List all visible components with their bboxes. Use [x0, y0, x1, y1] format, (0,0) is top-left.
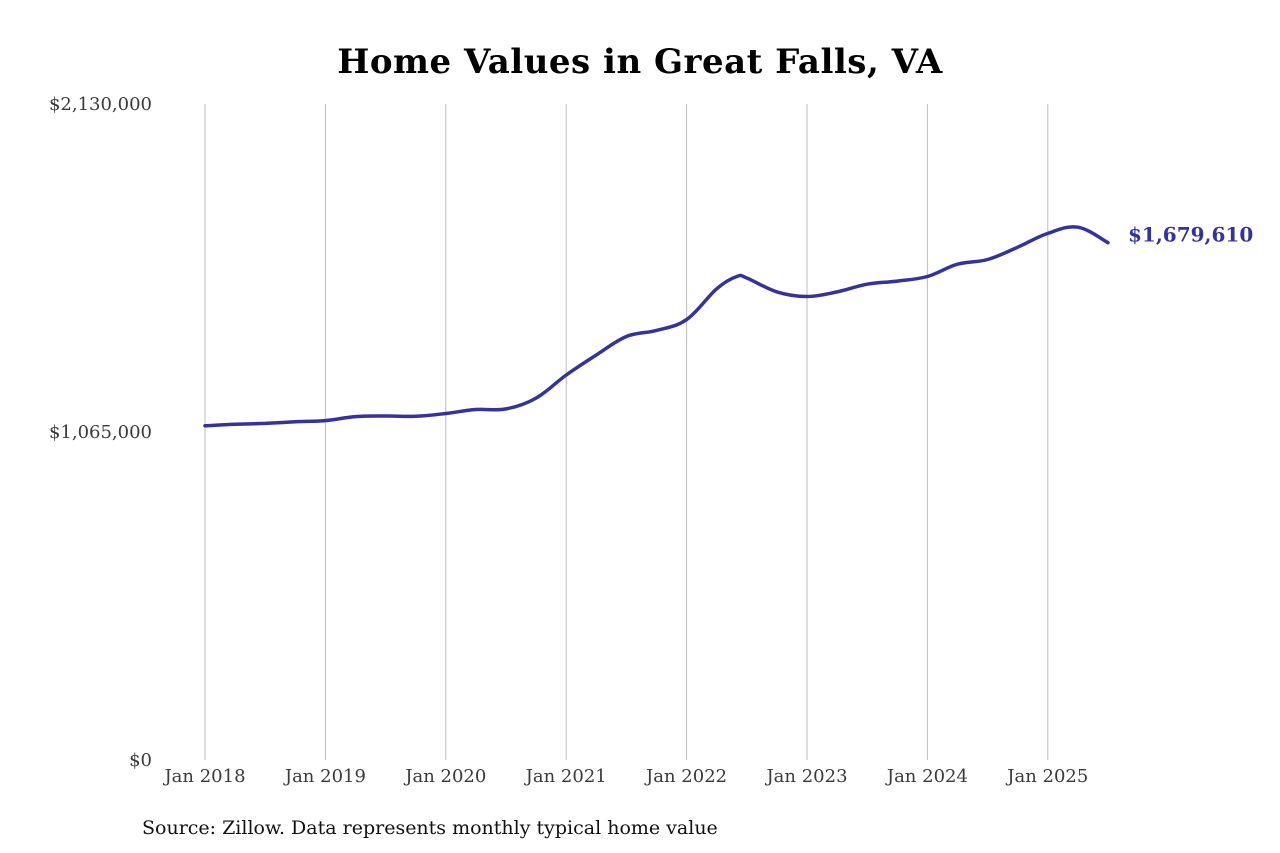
- y-tick-label: $1,065,000: [49, 422, 152, 443]
- x-tick-label: Jan 2020: [403, 766, 486, 787]
- x-axis-tick-labels: Jan 2018 Jan 2019 Jan 2020 Jan 2021 Jan 2022…: [162, 766, 1088, 787]
- x-tick-label: Jan 2019: [283, 766, 366, 787]
- x-tick-label: Jan 2024: [885, 766, 968, 787]
- y-axis-tick-labels: $0 $1,065,000 $2,130,000: [49, 94, 152, 771]
- y-tick-label: $2,130,000: [49, 94, 152, 115]
- x-tick-label: Jan 2018: [162, 766, 245, 787]
- series-line-home-value: [203, 225, 1110, 428]
- x-tick-label: Jan 2025: [1005, 766, 1088, 787]
- x-tick-label: Jan 2021: [524, 766, 607, 787]
- end-value-label: $1,679,610: [1128, 223, 1253, 247]
- source-note: Source: Zillow. Data represents monthly …: [142, 817, 718, 839]
- chart-title: Home Values in Great Falls, VA: [337, 42, 943, 82]
- y-tick-label: $0: [129, 750, 152, 771]
- gridlines: [204, 104, 1049, 760]
- x-tick-label: Jan 2022: [644, 766, 727, 787]
- x-tick-label: Jan 2023: [764, 766, 847, 787]
